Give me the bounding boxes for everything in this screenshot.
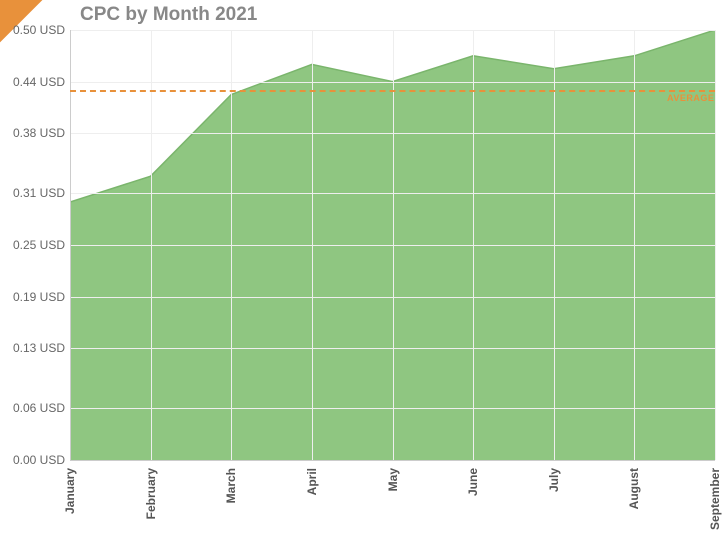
x-tick-label: April [305,468,319,495]
y-tick-label: 0.13 USD [0,341,65,355]
x-tick-label: July [547,468,561,492]
average-label: AVERAGE [667,93,714,103]
chart-container: 0.00 USD 0.06 USD 0.13 USD 0.19 USD 0.25 USD… [0,30,728,546]
y-tick-label: 0.06 USD [0,401,65,415]
v-gridline [393,30,394,460]
v-gridline [554,30,555,460]
y-tick-label: 0.44 USD [0,75,65,89]
x-axis [70,460,715,461]
v-gridline [312,30,313,460]
average-line [70,90,715,92]
v-gridline [473,30,474,460]
x-tick-label: February [144,468,158,519]
v-gridline [634,30,635,460]
v-gridline [231,30,232,460]
x-tick-label: August [627,468,641,509]
y-tick-label: 0.25 USD [0,238,65,252]
x-tick-label: January [63,468,77,514]
x-tick-label: September [708,468,722,530]
y-tick-label: 0.19 USD [0,290,65,304]
y-axis [70,30,71,460]
y-tick-label: 0.31 USD [0,186,65,200]
y-tick-label: 0.00 USD [0,453,65,467]
y-tick-label: 0.38 USD [0,126,65,140]
v-gridline [151,30,152,460]
x-tick-label: June [466,468,480,496]
x-tick-label: May [386,468,400,491]
chart-title: CPC by Month 2021 [80,4,257,26]
v-gridline [715,30,716,460]
y-tick-label: 0.50 USD [0,23,65,37]
x-tick-label: March [224,468,238,503]
